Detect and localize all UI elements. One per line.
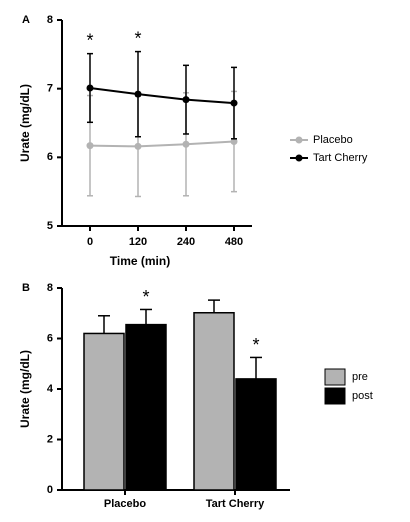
- x-tick-label: 480: [225, 236, 243, 248]
- annotation: *: [86, 30, 93, 50]
- point: [134, 90, 142, 98]
- legend-label: post: [352, 390, 373, 402]
- point: [230, 99, 238, 107]
- y-tick-label: 6: [47, 332, 53, 344]
- bar: [235, 378, 277, 491]
- y-tick-label: 8: [47, 14, 53, 26]
- x-tick-label: Tart Cherry: [206, 498, 265, 510]
- y-tick-label: 4: [47, 383, 54, 395]
- legend-marker: [295, 154, 303, 162]
- y-tick-label: 7: [47, 83, 53, 95]
- annotation: *: [142, 287, 149, 307]
- x-tick-label: 0: [87, 236, 93, 248]
- bar: [125, 323, 167, 491]
- y-tick-label: 0: [47, 484, 53, 496]
- point: [182, 140, 190, 148]
- legend-swatch: [324, 368, 346, 386]
- point: [86, 84, 94, 92]
- bar: [83, 332, 125, 491]
- bar: [193, 311, 235, 491]
- y-tick-label: 8: [47, 282, 53, 294]
- point: [182, 96, 190, 104]
- x-axis-label: Time (min): [110, 254, 170, 268]
- legend-label: Tart Cherry: [313, 152, 368, 164]
- legend-label: pre: [352, 371, 368, 383]
- y-tick-label: 5: [47, 220, 53, 232]
- line: [89, 140, 235, 148]
- y-tick-label: 6: [47, 151, 53, 163]
- panel-label: A: [22, 14, 30, 26]
- y-axis-label: Urate (mg/dL): [18, 350, 32, 428]
- x-tick-label: 120: [129, 236, 147, 248]
- y-tick-label: 2: [47, 433, 53, 445]
- legend-marker: [295, 136, 303, 144]
- legend-label: Placebo: [313, 134, 353, 146]
- y-axis-label: Urate (mg/dL): [18, 84, 32, 162]
- x-tick-label: 240: [177, 236, 195, 248]
- x-tick-label: Placebo: [104, 498, 146, 510]
- point: [134, 142, 142, 150]
- point: [86, 142, 94, 150]
- annotation: *: [134, 28, 141, 48]
- panel-label: B: [22, 282, 30, 294]
- point: [230, 138, 238, 146]
- line: [89, 86, 235, 105]
- annotation: *: [252, 335, 259, 355]
- legend-swatch: [324, 387, 346, 405]
